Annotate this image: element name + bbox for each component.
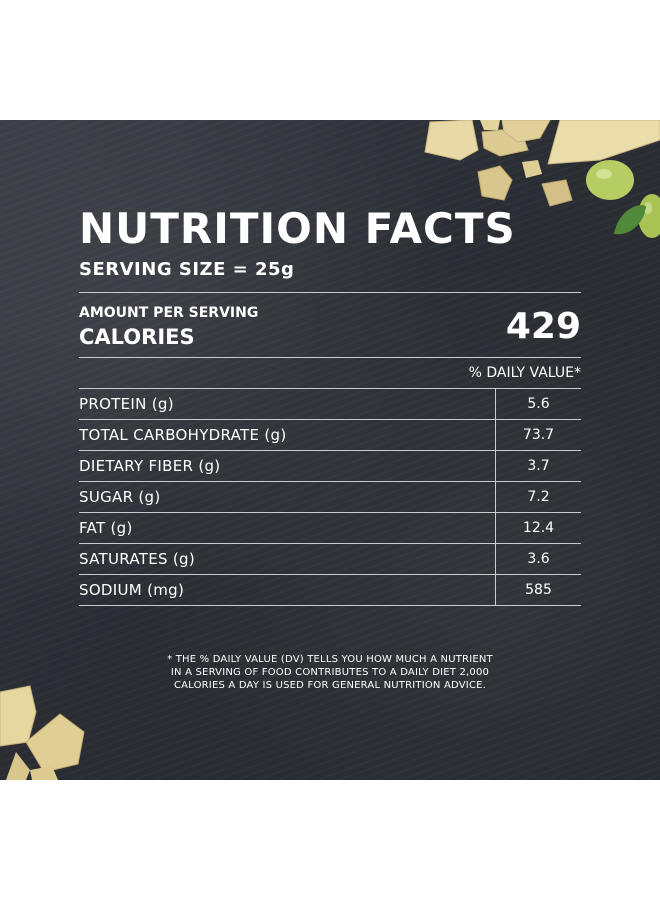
column-divider — [495, 420, 496, 450]
nutrient-row: FAT (g) 12.4 — [79, 512, 581, 543]
nutrient-value: 585 — [525, 582, 552, 598]
nutrient-value: 3.6 — [527, 551, 550, 567]
nutrient-row: SODIUM (mg) 585 — [79, 574, 581, 606]
nutrient-row: SUGAR (g) 7.2 — [79, 481, 581, 512]
nutrient-name: SODIUM (mg) — [79, 581, 185, 599]
basil-leaf — [614, 205, 646, 235]
column-divider — [495, 389, 496, 419]
calories-label: CALORIES — [79, 325, 195, 349]
daily-value-footnote: * THE % DAILY VALUE (DV) TELLS YOU HOW M… — [130, 653, 530, 692]
nutrition-label: NUTRITION FACTS SERVING SIZE = 25g AMOUN… — [0, 120, 660, 780]
divider-top — [79, 292, 581, 293]
food-decoration — [0, 120, 660, 780]
nutrient-value: 7.2 — [527, 489, 550, 505]
daily-value-header: % DAILY VALUE* — [468, 365, 581, 381]
nutrient-table: PROTEIN (g) 5.6 TOTAL CARBOHYDRATE (g) 7… — [79, 388, 581, 606]
cheese-pieces-top — [424, 120, 660, 207]
nutrient-name: TOTAL CARBOHYDRATE (g) — [79, 426, 287, 444]
nutrient-name: DIETARY FIBER (g) — [79, 457, 221, 475]
label-title: NUTRITION FACTS — [79, 204, 516, 253]
footnote-line: CALORIES A DAY IS USED FOR GENERAL NUTRI… — [173, 680, 487, 691]
divider-calories — [79, 357, 581, 358]
nutrient-value: 12.4 — [522, 520, 555, 536]
nutrient-value: 3.7 — [527, 458, 550, 474]
green-grapes — [586, 160, 660, 238]
nutrient-row: TOTAL CARBOHYDRATE (g) 73.7 — [79, 419, 581, 450]
calories-value: 429 — [505, 306, 581, 347]
slate-background: NUTRITION FACTS SERVING SIZE = 25g AMOUN… — [0, 120, 660, 780]
column-divider — [495, 451, 496, 481]
column-divider — [495, 513, 496, 543]
column-divider — [495, 544, 496, 574]
nutrient-value: 5.6 — [527, 396, 550, 412]
nutrient-row: PROTEIN (g) 5.6 — [79, 388, 581, 419]
column-divider — [495, 482, 496, 512]
nutrient-row: SATURATES (g) 3.6 — [79, 543, 581, 574]
footnote-line: * THE % DAILY VALUE (DV) TELLS YOU HOW M… — [167, 654, 493, 665]
amount-per-serving: AMOUNT PER SERVING — [79, 305, 259, 321]
serving-size: SERVING SIZE = 25g — [79, 259, 295, 280]
nutrient-name: PROTEIN (g) — [79, 395, 174, 413]
nutrient-row: DIETARY FIBER (g) 3.7 — [79, 450, 581, 481]
nutrient-name: SATURATES (g) — [79, 550, 196, 568]
nutrient-name: SUGAR (g) — [79, 488, 161, 506]
cheese-pieces-bottom — [0, 685, 85, 780]
footnote-line: IN A SERVING OF FOOD CONTRIBUTES TO A DA… — [170, 667, 490, 678]
nutrient-value: 73.7 — [522, 427, 555, 443]
column-divider — [495, 575, 496, 605]
nutrient-name: FAT (g) — [79, 519, 133, 537]
